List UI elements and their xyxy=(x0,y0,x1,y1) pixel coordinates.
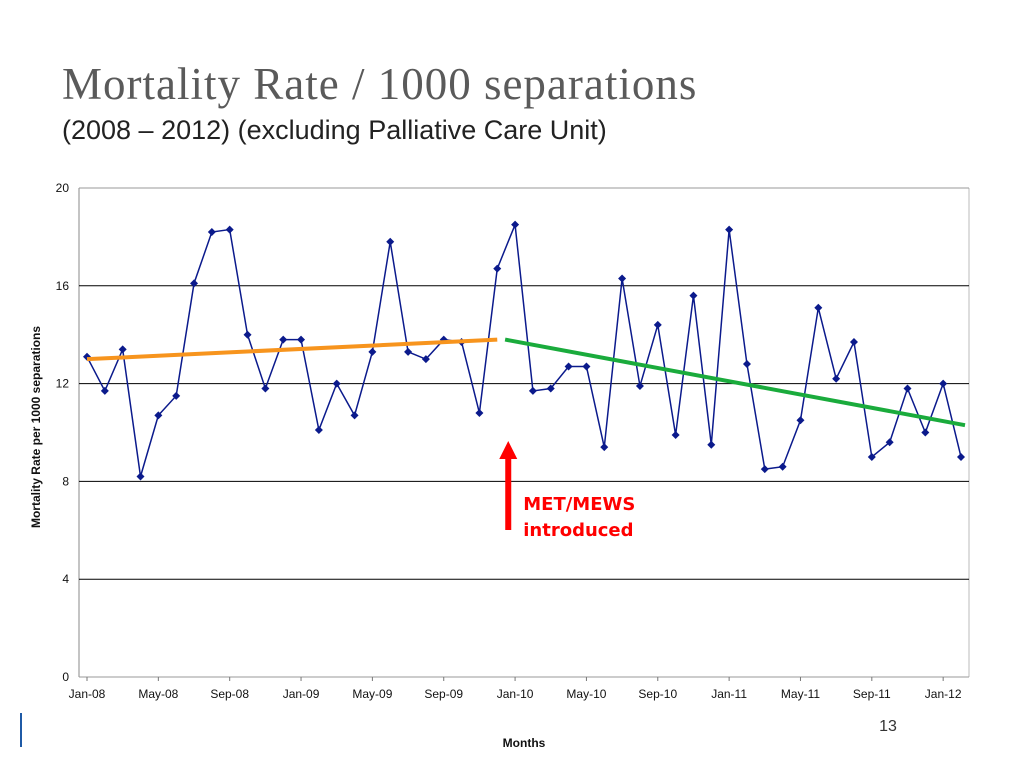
data-point xyxy=(386,237,395,246)
data-point xyxy=(243,330,252,339)
data-point xyxy=(493,264,502,273)
data-point xyxy=(885,438,894,447)
data-point xyxy=(172,391,181,400)
x-tick-label: Jan-08 xyxy=(69,687,106,701)
data-point xyxy=(707,440,716,449)
y-axis-title: Mortality Rate per 1000 separations xyxy=(29,326,43,528)
data-point xyxy=(564,362,573,371)
data-point xyxy=(778,462,787,471)
y-tick-label: 0 xyxy=(62,670,69,684)
grid-lines xyxy=(78,187,970,678)
x-tick-label: Jan-10 xyxy=(497,687,534,701)
series-line xyxy=(86,224,962,477)
data-point xyxy=(582,362,591,371)
data-point xyxy=(207,228,216,237)
y-tick-label: 8 xyxy=(62,474,69,488)
data-point xyxy=(190,279,199,288)
y-axis-ticks: 0 4 8 12 16 20 xyxy=(56,181,70,684)
data-point xyxy=(421,355,430,364)
x-tick-label: Sep-09 xyxy=(424,687,463,701)
data-point xyxy=(100,386,109,395)
trend-line-after xyxy=(504,337,966,428)
data-point xyxy=(475,408,484,417)
slide-subtitle: (2008 – 2012) (excluding Palliative Care… xyxy=(62,115,607,145)
y-tick-label: 4 xyxy=(62,572,69,586)
x-tick-label: Jan-09 xyxy=(283,687,320,701)
x-tick-label: May-08 xyxy=(138,687,178,701)
page-number: 13 xyxy=(879,718,897,735)
x-tick-label: Jan-11 xyxy=(711,687,747,701)
data-point xyxy=(546,384,555,393)
x-tick-label: May-10 xyxy=(566,687,606,701)
data-point xyxy=(957,452,965,461)
data-point xyxy=(849,338,858,347)
data-point xyxy=(760,465,769,474)
data-point xyxy=(511,220,520,229)
x-tick-label: May-11 xyxy=(781,687,820,701)
data-point xyxy=(867,452,876,461)
data-point xyxy=(350,411,359,420)
arrow-shaft xyxy=(505,458,512,530)
slide-title: Mortality Rate / 1000 separations xyxy=(62,59,698,109)
y-tick-label: 12 xyxy=(56,377,70,391)
data-point xyxy=(635,382,644,391)
data-point xyxy=(368,347,377,356)
data-point xyxy=(404,347,413,356)
x-tick-label: Sep-10 xyxy=(638,687,677,701)
accent-bar xyxy=(20,713,22,747)
x-axis-title: Months xyxy=(503,736,546,750)
met-mews-annotation: MET/MEWS introduced xyxy=(499,441,635,541)
data-point xyxy=(297,335,306,344)
arrow-up-icon xyxy=(499,441,518,459)
data-points xyxy=(83,220,965,481)
data-point xyxy=(261,384,270,393)
y-tick-label: 20 xyxy=(56,181,70,195)
data-point xyxy=(154,411,163,420)
data-point xyxy=(118,345,127,354)
data-point xyxy=(903,384,912,393)
trend-lines xyxy=(86,337,966,428)
data-point xyxy=(136,472,145,481)
data-point xyxy=(832,374,841,383)
data-point xyxy=(939,379,948,388)
x-tick-label: Jan-12 xyxy=(925,687,962,701)
trend-line-before xyxy=(86,337,498,362)
data-point xyxy=(689,291,698,300)
data-point xyxy=(332,379,341,388)
x-tick-label: Sep-08 xyxy=(210,687,249,701)
data-point xyxy=(671,430,680,439)
data-point xyxy=(225,225,234,234)
data-point xyxy=(796,416,805,425)
data-point xyxy=(279,335,288,344)
data-point xyxy=(725,225,734,234)
x-tick-label: May-09 xyxy=(352,687,392,701)
data-point xyxy=(600,443,609,452)
data-point xyxy=(742,360,751,369)
x-axis-ticks: Jan-08 May-08 Sep-08 Jan-09 May-09 Sep-09 Jan-… xyxy=(69,677,962,701)
x-tick-label: Sep-11 xyxy=(853,687,891,701)
data-point xyxy=(814,303,823,312)
data-point xyxy=(314,426,323,435)
data-point xyxy=(528,386,537,395)
data-point xyxy=(618,274,627,283)
data-point xyxy=(921,428,930,437)
y-tick-label: 16 xyxy=(56,279,70,293)
data-point xyxy=(653,320,662,329)
annotation-text: MET/MEWS xyxy=(523,494,635,515)
annotation-text: introduced xyxy=(523,520,633,541)
